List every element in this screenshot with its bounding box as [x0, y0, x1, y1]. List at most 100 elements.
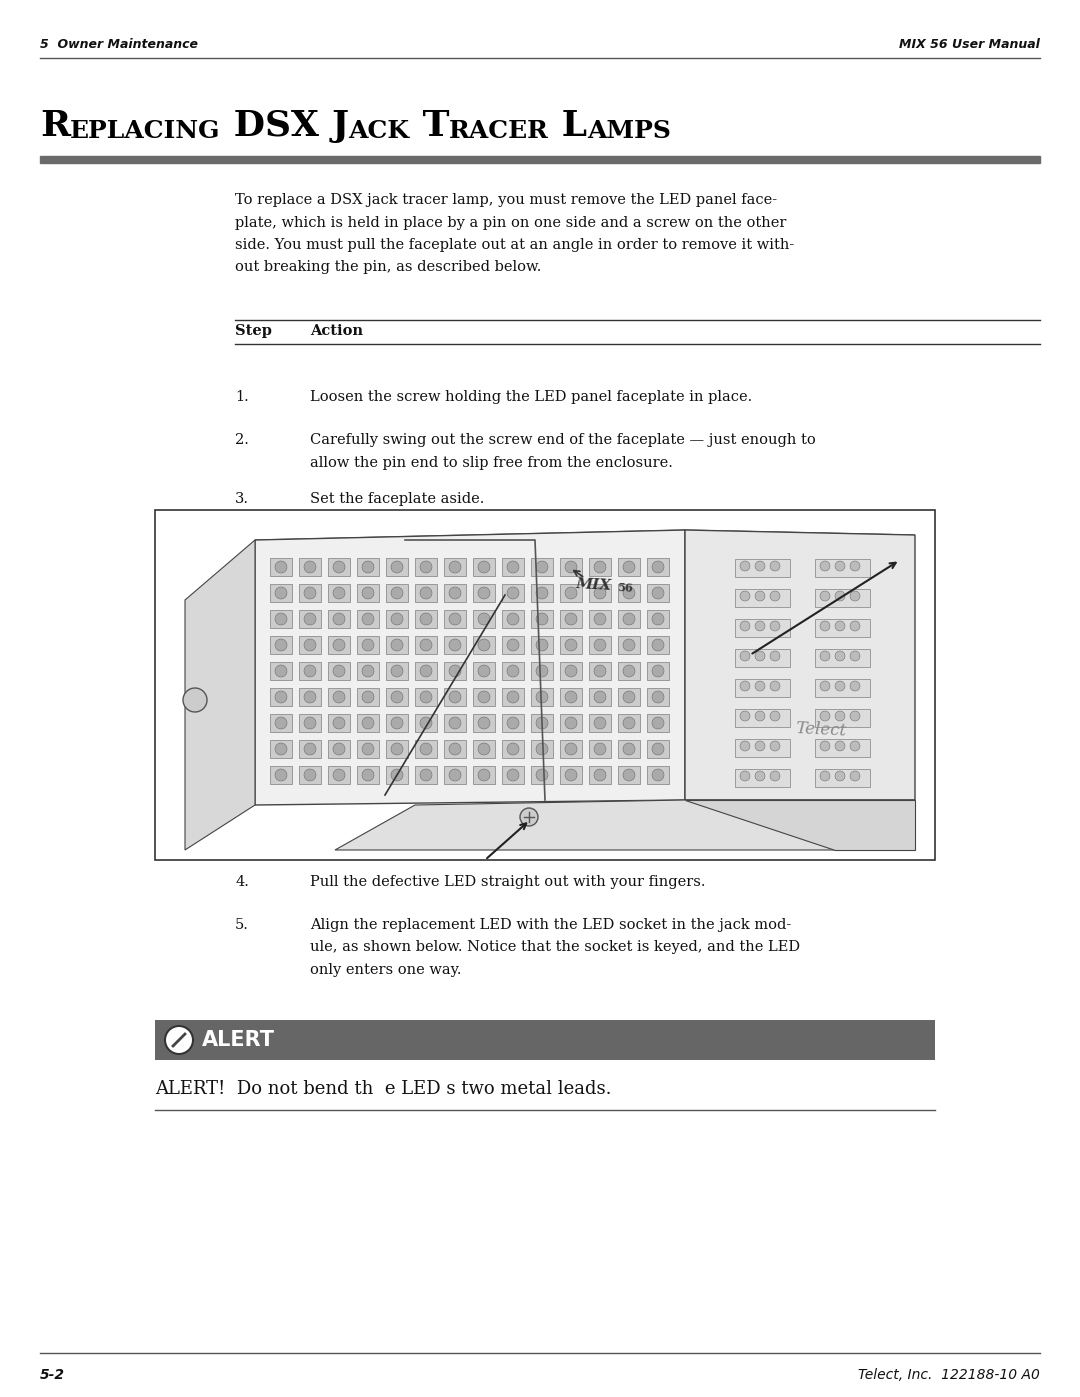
Text: To replace a DSX jack tracer lamp, you must remove the LED panel face-: To replace a DSX jack tracer lamp, you m… [235, 193, 778, 207]
Circle shape [850, 771, 860, 781]
Circle shape [740, 740, 750, 752]
Bar [270, 610, 292, 629]
Bar [647, 610, 669, 629]
Circle shape [623, 692, 635, 703]
Circle shape [420, 638, 432, 651]
Circle shape [275, 768, 287, 781]
Polygon shape [685, 529, 915, 800]
Bar [647, 557, 669, 576]
Circle shape [850, 591, 860, 601]
Bar [415, 610, 437, 629]
Bar [473, 610, 495, 629]
Bar [589, 610, 611, 629]
Circle shape [362, 613, 374, 624]
Circle shape [820, 771, 831, 781]
Circle shape [770, 740, 780, 752]
Circle shape [303, 743, 316, 754]
Circle shape [755, 562, 765, 571]
Circle shape [449, 717, 461, 729]
Circle shape [755, 771, 765, 781]
Bar [473, 584, 495, 602]
Circle shape [275, 692, 287, 703]
Bar [618, 636, 640, 654]
Bar [531, 610, 553, 629]
Bar [444, 557, 465, 576]
Bar [386, 714, 408, 732]
Circle shape [420, 665, 432, 678]
Circle shape [755, 680, 765, 692]
Bar [735, 590, 789, 608]
Bar [415, 766, 437, 784]
Bar [815, 590, 870, 608]
Circle shape [420, 768, 432, 781]
Bar [444, 766, 465, 784]
Text: 56: 56 [617, 583, 633, 594]
Bar [270, 687, 292, 705]
Bar [357, 687, 379, 705]
Circle shape [449, 587, 461, 599]
Circle shape [623, 743, 635, 754]
Bar [270, 714, 292, 732]
Bar [618, 584, 640, 602]
Bar [815, 739, 870, 757]
Bar [561, 636, 582, 654]
Text: R: R [40, 109, 70, 142]
Circle shape [820, 562, 831, 571]
Circle shape [536, 717, 548, 729]
Circle shape [594, 562, 606, 573]
Bar [299, 610, 321, 629]
Bar [386, 610, 408, 629]
Circle shape [391, 692, 403, 703]
Circle shape [770, 680, 780, 692]
Circle shape [740, 771, 750, 781]
Circle shape [740, 622, 750, 631]
Bar [444, 636, 465, 654]
Text: out breaking the pin, as described below.: out breaking the pin, as described below… [235, 260, 541, 274]
Circle shape [755, 651, 765, 661]
Bar [415, 714, 437, 732]
Bar [502, 687, 524, 705]
Bar [444, 662, 465, 680]
Circle shape [594, 743, 606, 754]
Circle shape [740, 680, 750, 692]
Bar [473, 636, 495, 654]
Bar [357, 584, 379, 602]
Bar [589, 740, 611, 759]
Circle shape [507, 613, 519, 624]
Bar [735, 710, 789, 726]
Circle shape [850, 740, 860, 752]
Circle shape [478, 717, 490, 729]
Bar [328, 557, 350, 576]
Circle shape [478, 638, 490, 651]
Text: Telect, Inc.  122188-10 A0: Telect, Inc. 122188-10 A0 [859, 1368, 1040, 1382]
Bar [735, 559, 789, 577]
Polygon shape [685, 800, 915, 849]
Circle shape [391, 717, 403, 729]
Bar [502, 766, 524, 784]
Text: MIX 56 User Manual: MIX 56 User Manual [900, 38, 1040, 50]
Bar [328, 740, 350, 759]
Bar [328, 610, 350, 629]
Text: DSX: DSX [220, 109, 332, 142]
Circle shape [565, 638, 577, 651]
Bar [444, 584, 465, 602]
Bar [156, 510, 935, 861]
Circle shape [835, 680, 845, 692]
Text: Loosen the screw holding the LED panel faceplate in place.: Loosen the screw holding the LED panel f… [310, 390, 753, 404]
Circle shape [820, 622, 831, 631]
Bar [386, 557, 408, 576]
Text: ule, as shown below. Notice that the socket is keyed, and the LED: ule, as shown below. Notice that the soc… [310, 940, 800, 954]
Bar [328, 687, 350, 705]
Circle shape [420, 743, 432, 754]
Bar [561, 557, 582, 576]
Circle shape [449, 613, 461, 624]
Text: ALERT: ALERT [202, 1030, 275, 1051]
Circle shape [623, 613, 635, 624]
Bar [815, 679, 870, 697]
Bar [502, 610, 524, 629]
Circle shape [565, 768, 577, 781]
Circle shape [850, 651, 860, 661]
Circle shape [594, 768, 606, 781]
Bar [40, 156, 1040, 163]
Text: 4.: 4. [235, 875, 248, 888]
